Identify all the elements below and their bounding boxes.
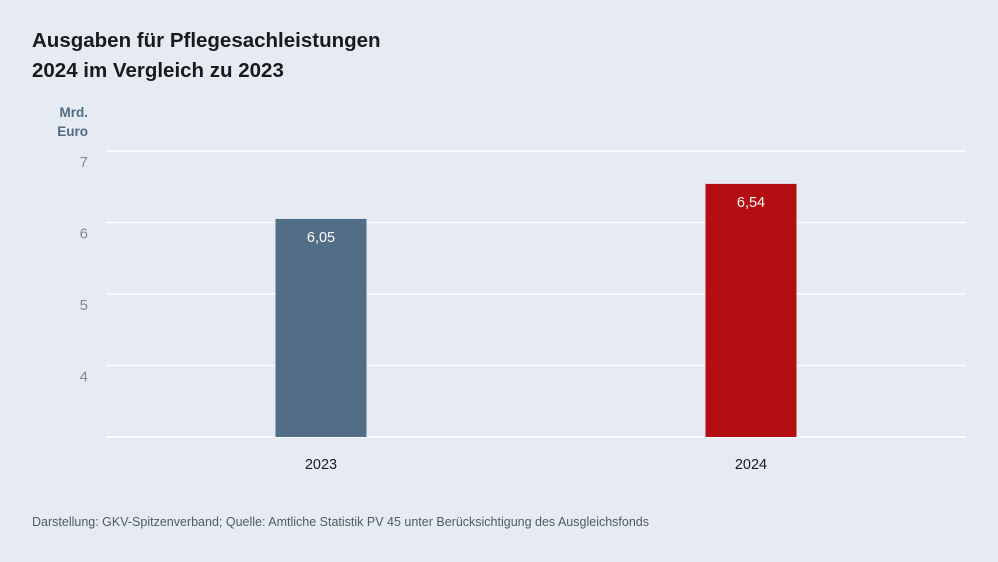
y-axis-unit-label: Mrd. Euro bbox=[32, 103, 88, 141]
y-tick-label: 6 bbox=[80, 226, 88, 243]
y-tick-label: 5 bbox=[80, 297, 88, 314]
bar-2024 bbox=[705, 183, 797, 437]
x-tick-label-2023: 2023 bbox=[305, 457, 337, 473]
chart-title-line-2: 2024 im Vergleich zu 2023 bbox=[32, 59, 284, 82]
data-label-2024: 6,54 bbox=[737, 195, 765, 211]
chart-title-line-1: Ausgaben für Pflegesachleistungen bbox=[32, 29, 381, 52]
chart-title: Ausgaben für Pflegesachleistungen 2024 i… bbox=[32, 26, 381, 86]
y-tick-label: 4 bbox=[80, 369, 88, 386]
source-note: Darstellung: GKV-Spitzenverband; Quelle:… bbox=[32, 515, 649, 529]
y-axis-unit-line-2: Euro bbox=[57, 124, 88, 139]
y-tick-label: 7 bbox=[80, 154, 88, 171]
bar-2023 bbox=[275, 218, 367, 437]
y-axis-unit-line-1: Mrd. bbox=[59, 105, 89, 120]
x-tick-label-2024: 2024 bbox=[735, 457, 767, 473]
data-label-2023: 6,05 bbox=[307, 230, 335, 246]
